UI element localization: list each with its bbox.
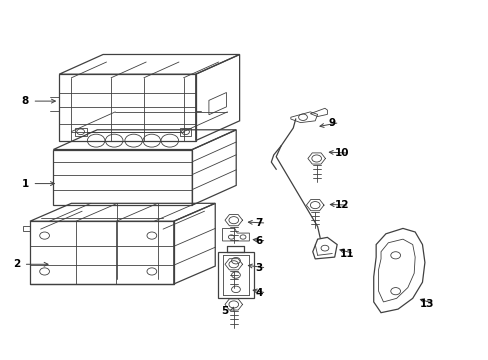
Text: 8: 8 bbox=[21, 96, 29, 106]
Text: 5: 5 bbox=[221, 306, 228, 316]
Text: 6: 6 bbox=[255, 236, 262, 246]
Text: 3: 3 bbox=[255, 263, 262, 273]
Text: 4: 4 bbox=[255, 288, 262, 298]
Text: 1: 1 bbox=[21, 179, 29, 189]
Text: 9: 9 bbox=[328, 118, 335, 128]
Text: 12: 12 bbox=[334, 200, 348, 210]
Text: 11: 11 bbox=[339, 248, 353, 258]
Text: 2: 2 bbox=[13, 259, 20, 269]
Text: 13: 13 bbox=[419, 299, 434, 309]
Text: 10: 10 bbox=[334, 148, 348, 158]
Text: 7: 7 bbox=[255, 218, 262, 228]
